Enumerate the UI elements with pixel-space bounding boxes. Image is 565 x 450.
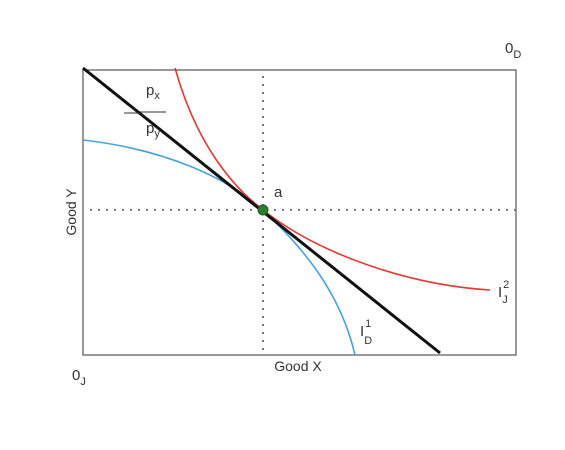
denominator-main: p	[146, 120, 154, 137]
numerator-main: p	[146, 82, 154, 99]
curve-d-sup: 1	[365, 318, 371, 330]
box	[82, 69, 517, 356]
price-denominator: py	[146, 120, 160, 140]
numerator-sub: x	[154, 90, 160, 102]
denominator-sub: y	[154, 128, 160, 140]
origin-d-label: 0D	[505, 40, 521, 61]
origin-j-sub: J	[80, 376, 86, 388]
origin-d-sub: D	[513, 49, 521, 61]
curve-d-main: I	[360, 323, 364, 340]
origin-d-main: 0	[505, 40, 513, 57]
curve-d-label: I1 D	[360, 318, 372, 347]
price-ratio-sign: —	[124, 104, 139, 121]
curve-d-sub: D	[364, 335, 372, 347]
y-axis-label: Good Y	[63, 188, 79, 236]
price-numerator: px	[146, 82, 160, 102]
curve-j-sub: J	[502, 294, 508, 306]
origin-j-main: 0	[72, 367, 80, 384]
curve-j-sup: 2	[503, 279, 509, 291]
x-axis-label: Good X	[274, 358, 322, 374]
point-label: a	[274, 184, 283, 201]
curve-j-label: I2 J	[498, 279, 509, 306]
curve-j-main: I	[498, 284, 502, 301]
origin-j-label: 0J	[72, 367, 86, 388]
point-a	[257, 204, 269, 216]
indifference-curve-d	[82, 139, 356, 356]
